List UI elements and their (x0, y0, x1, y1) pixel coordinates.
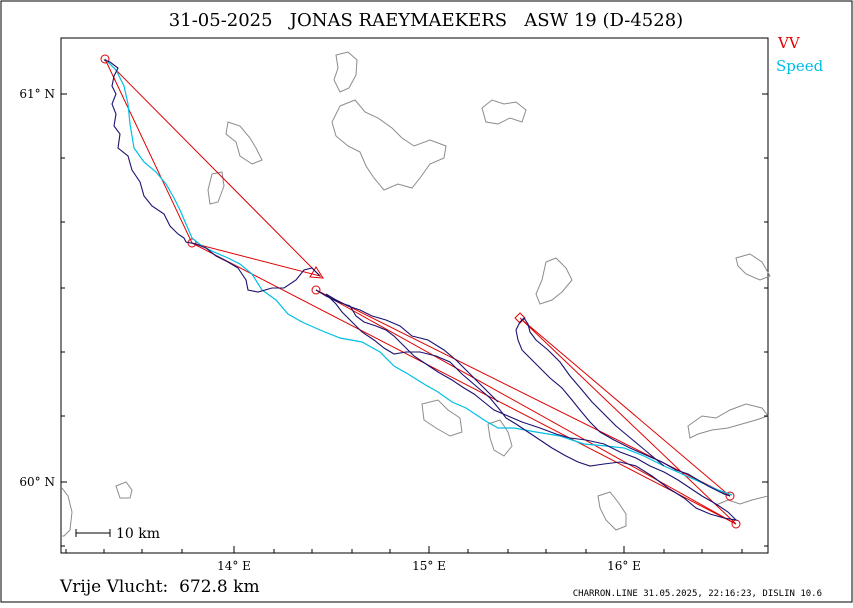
lake-10 (687, 403, 769, 439)
flight-track-return (515, 317, 731, 497)
lake-12 (597, 491, 627, 531)
lake-3 (331, 99, 447, 191)
lon-label-15: 15° E (412, 559, 446, 573)
lake-13 (61, 487, 73, 537)
lake-7 (535, 257, 573, 305)
turnpoint-start (100, 54, 110, 64)
longitude-ticks (65, 546, 743, 553)
turnpoint-3 (311, 285, 321, 295)
lake-9 (487, 419, 513, 457)
footer-text: CHARRON.LINE 31.05.2025, 22:16:23, DISLI… (573, 589, 822, 599)
speed-track (105, 59, 733, 496)
scale-bar (75, 529, 111, 537)
plot-frame (60, 37, 769, 554)
latitude-ticks (61, 93, 768, 547)
lake-11 (115, 481, 133, 499)
legend-vv: VV (777, 34, 801, 52)
lon-label-14: 14° E (217, 559, 251, 573)
lake-2 (481, 99, 527, 125)
task-lines (104, 58, 737, 525)
lat-label-61: 61° N (19, 87, 55, 101)
lake-1 (333, 51, 358, 93)
map-title: 31-05-2025 JONAS RAEYMAEKERS ASW 19 (D-4… (169, 10, 683, 31)
lake-14 (715, 495, 769, 506)
turnpoint-markers (100, 54, 741, 529)
legend-speed: Speed (776, 57, 824, 75)
lon-label-16: 16° E (607, 559, 641, 573)
lake-4 (225, 121, 263, 165)
turnpoint-4 (725, 491, 735, 501)
turnpoint-2 (187, 238, 197, 248)
lake-6 (735, 253, 771, 281)
task-triangle-north (104, 58, 322, 277)
lake-5 (207, 171, 225, 205)
task-triangle-east (315, 289, 737, 525)
lake-8 (421, 399, 463, 437)
turnpoint-triangle-1 (309, 266, 324, 279)
flight-track-east (315, 289, 738, 521)
task-leg-south (191, 242, 737, 525)
lakes-layer (61, 51, 771, 537)
flight-track (103, 59, 321, 293)
distance-text: Vrije Vlucht: 672.8 km (59, 577, 260, 597)
scale-bar-label: 10 km (116, 526, 160, 542)
lat-label-60: 60° N (19, 475, 55, 489)
